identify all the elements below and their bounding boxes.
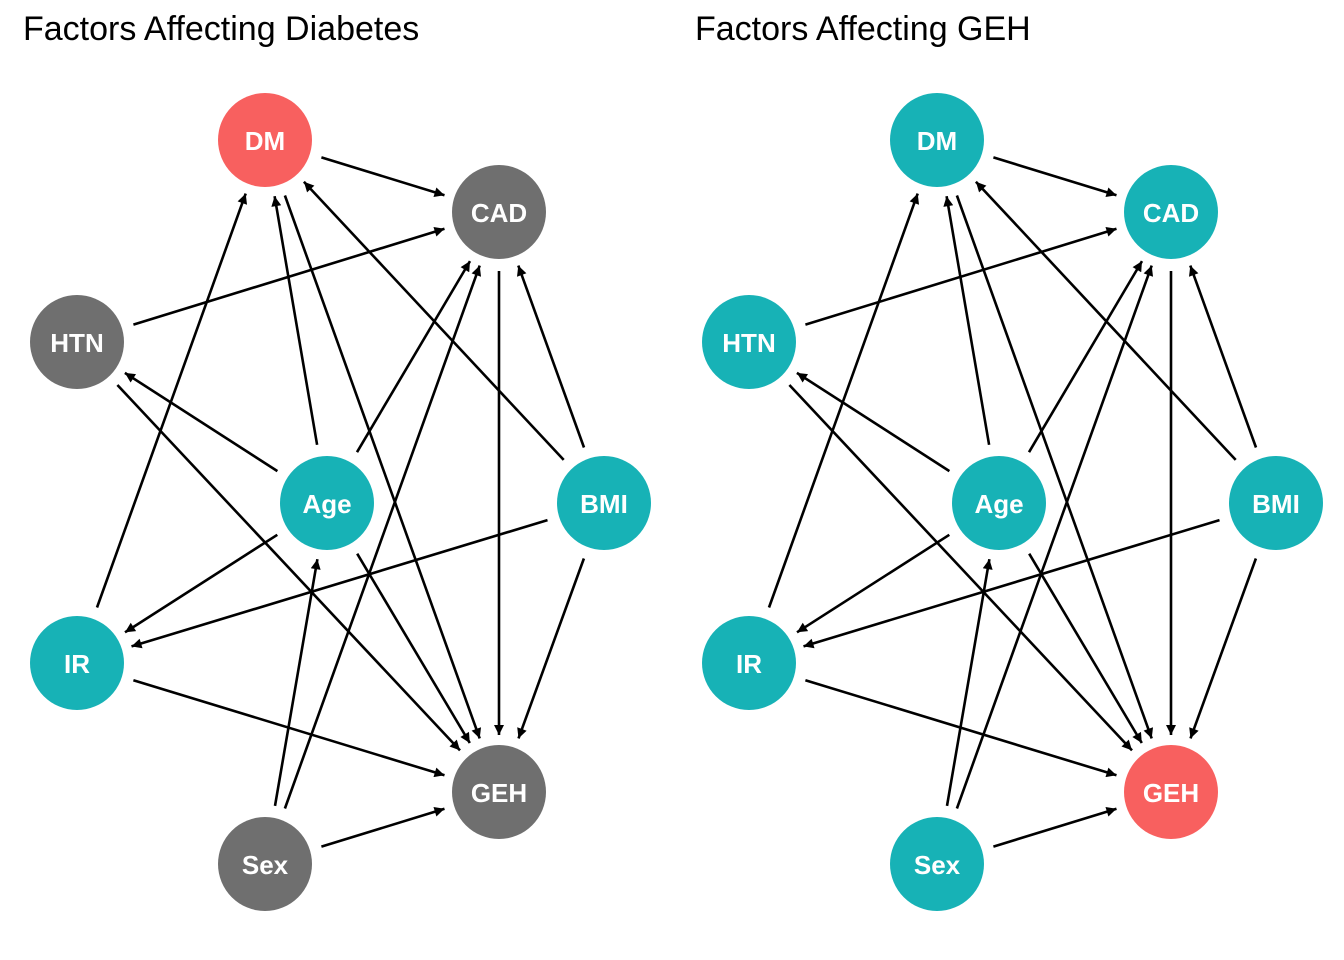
edge-bmi-to-dm	[974, 180, 1237, 461]
node-label: Sex	[242, 850, 289, 880]
edge-sex-to-geh	[321, 806, 445, 848]
node-circle	[30, 616, 124, 710]
node-circle	[952, 456, 1046, 550]
edge-age-to-cad	[1027, 260, 1144, 453]
node-circle	[280, 456, 374, 550]
edge-sex-to-cad	[955, 265, 1154, 809]
node-cad: CAD	[452, 165, 546, 259]
edge-bmi-to-cad	[1188, 265, 1258, 448]
node-label: GEH	[1143, 778, 1199, 808]
edge-age-to-htn	[124, 371, 279, 473]
panel-diabetes: DM CAD HTN Age BMI IR GEH Sex	[30, 93, 651, 911]
node-age: Age	[952, 456, 1046, 550]
panel-title-geh: Factors Affecting GEH	[695, 10, 1031, 48]
edge-age-to-ir	[124, 533, 279, 634]
node-circle	[452, 165, 546, 259]
node-circle	[702, 295, 796, 389]
node-circle	[1124, 745, 1218, 839]
node-label: BMI	[1252, 489, 1300, 519]
node-circle	[890, 93, 984, 187]
node-label: HTN	[50, 328, 103, 358]
node-age: Age	[280, 456, 374, 550]
node-cad: CAD	[1124, 165, 1218, 259]
node-circle	[1229, 456, 1323, 550]
edge-age-to-geh	[356, 553, 471, 744]
panel-geh: DM CAD HTN Age BMI IR GEH Sex	[702, 93, 1323, 911]
edge-sex-to-cad	[283, 265, 482, 809]
node-circle	[218, 93, 312, 187]
edge-sex-to-age	[945, 558, 993, 807]
panel-title-diabetes: Factors Affecting Diabetes	[23, 10, 420, 48]
node-label: IR	[736, 649, 762, 679]
edge-age-to-cad	[355, 260, 472, 453]
node-ir: IR	[702, 616, 796, 710]
node-htn: HTN	[702, 295, 796, 389]
node-bmi: BMI	[557, 456, 651, 550]
edge-bmi-to-dm	[302, 180, 565, 461]
edge-sex-to-geh	[993, 806, 1117, 848]
node-label: CAD	[1143, 198, 1199, 228]
node-circle	[30, 295, 124, 389]
node-label: HTN	[722, 328, 775, 358]
node-circle	[218, 817, 312, 911]
edge-age-to-geh	[1028, 553, 1143, 744]
node-dm: DM	[890, 93, 984, 187]
node-circle	[557, 456, 651, 550]
edge-dm-to-cad	[321, 156, 445, 198]
node-sex: Sex	[890, 817, 984, 911]
node-label: Sex	[914, 850, 961, 880]
node-circle	[890, 817, 984, 911]
node-label: DM	[917, 126, 957, 156]
edge-age-to-dm	[271, 195, 319, 446]
edge-bmi-to-cad	[516, 265, 586, 448]
edge-age-to-ir	[796, 533, 951, 634]
node-label: DM	[245, 126, 285, 156]
edge-dm-to-geh	[955, 195, 1154, 739]
edge-sex-to-age	[273, 558, 321, 807]
node-ir: IR	[30, 616, 124, 710]
edge-age-to-htn	[796, 371, 951, 473]
node-geh: GEH	[1124, 745, 1218, 839]
node-circle	[452, 745, 546, 839]
node-circle	[702, 616, 796, 710]
edge-htn-to-geh	[788, 384, 1133, 752]
node-sex: Sex	[218, 817, 312, 911]
edge-bmi-to-geh	[1189, 558, 1258, 739]
edge-ir-to-dm	[767, 193, 920, 608]
edge-bmi-to-geh	[517, 558, 586, 739]
edge-bmi-to-ir	[131, 518, 548, 649]
edge-dm-to-geh	[283, 195, 482, 739]
node-dm: DM	[218, 93, 312, 187]
edge-htn-to-geh	[116, 384, 461, 752]
edge-dm-to-cad	[993, 156, 1117, 198]
node-htn: HTN	[30, 295, 124, 389]
node-label: CAD	[471, 198, 527, 228]
node-geh: GEH	[452, 745, 546, 839]
node-label: IR	[64, 649, 90, 679]
node-bmi: BMI	[1229, 456, 1323, 550]
node-label: Age	[302, 489, 351, 519]
edge-ir-to-dm	[95, 193, 248, 608]
edge-bmi-to-ir	[803, 518, 1220, 649]
node-label: Age	[974, 489, 1023, 519]
node-circle	[1124, 165, 1218, 259]
node-label: GEH	[471, 778, 527, 808]
node-label: BMI	[580, 489, 628, 519]
edge-age-to-dm	[943, 195, 991, 446]
